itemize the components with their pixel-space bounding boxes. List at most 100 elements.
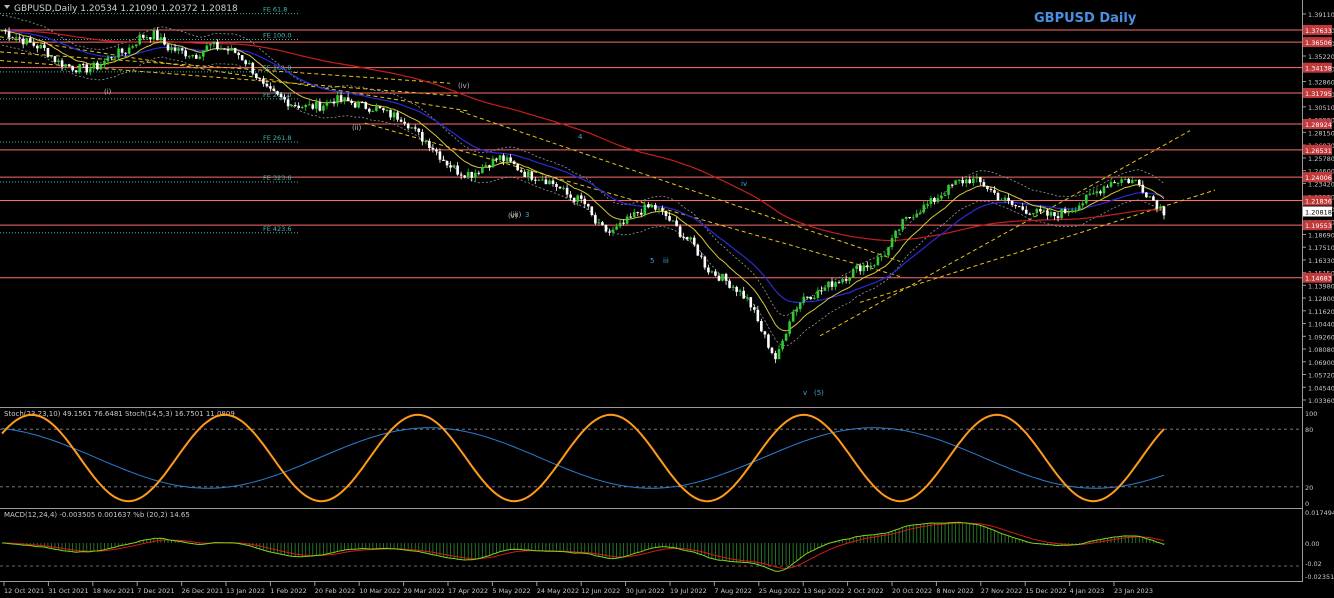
candle-body: [124, 52, 127, 54]
candle-body: [491, 158, 495, 168]
candle-body: [982, 182, 986, 187]
time-tick-label: 12 Oct 2021: [4, 587, 44, 595]
candle-body: [544, 179, 548, 185]
candle-body: [389, 109, 392, 118]
candle-body: [763, 331, 767, 335]
price-tick-label: 1.35220: [1308, 53, 1334, 61]
candle-body: [64, 64, 67, 67]
price-tick-label: 1.28150: [1308, 129, 1334, 137]
candle-body: [57, 60, 60, 62]
channel-line[interactable]: [0, 36, 471, 112]
time-tick-label: 7 Dec 2021: [137, 587, 174, 595]
candle-body: [103, 61, 106, 66]
candle-body: [127, 47, 131, 54]
candle-body: [1095, 191, 1099, 194]
wave-label: 3: [525, 211, 529, 219]
horizontal-levels[interactable]: [0, 29, 1302, 279]
channel-line[interactable]: [364, 122, 901, 277]
candle-body: [904, 217, 908, 219]
candle-body: [735, 286, 738, 292]
candle-body: [625, 216, 629, 224]
candle-body: [979, 177, 982, 183]
chevron-down-icon[interactable]: [4, 5, 10, 9]
price-label-text: 1.24006: [1305, 174, 1332, 182]
candle-body: [120, 48, 124, 53]
candle-body: [413, 127, 417, 129]
candle-body: [364, 102, 368, 109]
candle-body: [576, 195, 580, 202]
candle-body: [209, 44, 212, 46]
candle-body: [1056, 216, 1060, 219]
candle-body: [975, 177, 979, 179]
bollinger-bands: [1, 14, 1165, 347]
price-label-badge: [1303, 172, 1332, 183]
channel-line[interactable]: [859, 189, 1216, 303]
candle-body: [332, 101, 336, 104]
channel-line[interactable]: [819, 130, 1191, 337]
stoch-scale-label: 80: [1305, 426, 1313, 434]
candle-body: [848, 277, 851, 281]
candle-body: [537, 179, 541, 181]
candle-body: [392, 112, 396, 118]
candle-body: [445, 160, 449, 166]
candle-body: [1099, 191, 1102, 194]
candle-body: [1123, 179, 1127, 181]
candle-body: [601, 222, 604, 226]
macd-pane[interactable]: MACD(12,24,4) -0.003505 0.001637 %b (20,…: [0, 509, 1334, 581]
candle-body: [608, 231, 611, 233]
candle-body: [721, 273, 724, 281]
candle-body: [60, 60, 64, 67]
candle-body: [1024, 209, 1028, 214]
candle-body: [639, 212, 643, 215]
channel-line[interactable]: [0, 51, 451, 84]
candle-body: [149, 37, 152, 40]
candle-body: [541, 179, 544, 181]
candle-body: [318, 101, 322, 111]
main-price-pane[interactable]: FE 61.8FE 100.0FE 161.8FE 200.0FE 261.8F…: [0, 6, 1302, 397]
fib-level-label: FE 161.8: [263, 64, 292, 72]
price-label-text: 1.37633: [1305, 27, 1332, 35]
candle-body: [647, 204, 650, 208]
candle-body: [329, 101, 332, 103]
candle-body: [399, 119, 403, 122]
candle-body: [526, 171, 530, 178]
time-tick-label: 1 Feb 2022: [270, 587, 306, 595]
candle-body: [406, 123, 410, 129]
candle-body: [382, 108, 385, 111]
trend-channels[interactable]: [0, 36, 1216, 337]
candle-body: [968, 179, 972, 184]
time-tick-label: 8 Nov 2022: [936, 587, 974, 595]
price-label-text: 1.31795: [1305, 90, 1332, 98]
candle-body: [791, 311, 795, 322]
price-axis[interactable]: 1.391101.376201.364101.352201.340401.328…: [1302, 11, 1334, 405]
candle-body: [993, 189, 996, 193]
candle-body: [950, 184, 954, 186]
stochastic-pane[interactable]: Stoch(23,23,10) 49.1561 76.6481 Stoch(14…: [0, 410, 1317, 508]
candle-body: [986, 186, 989, 190]
candle-body: [431, 147, 435, 150]
candle-body: [276, 91, 279, 95]
price-tick-label: 1.13980: [1308, 282, 1334, 290]
candle-body: [996, 192, 1000, 201]
candle-body: [315, 101, 318, 109]
stoch-signal-line: [1, 427, 1165, 489]
wave-label: 4: [578, 133, 583, 141]
candle-body: [823, 287, 827, 291]
macd-scale-label: -0.023513: [1305, 573, 1334, 581]
fib-expansion-levels[interactable]: FE 61.8FE 100.0FE 161.8FE 200.0FE 261.8F…: [0, 6, 300, 234]
candle-body: [378, 106, 382, 109]
channel-line[interactable]: [459, 110, 901, 262]
candle-body: [961, 179, 964, 184]
time-axis[interactable]: 12 Oct 2021 31 Oct 2021 18 Nov 2021 7 Dec 2…: [3, 582, 1153, 595]
candle-body: [258, 77, 262, 79]
candle-body: [410, 127, 414, 129]
candle-body: [844, 279, 848, 281]
candle-body: [159, 37, 163, 41]
time-tick-label: 5 May 2022: [492, 587, 530, 595]
price-tick-label: 1.10440: [1308, 321, 1334, 329]
candle-body: [346, 97, 350, 101]
candle-body: [841, 279, 844, 283]
candle-body: [233, 47, 237, 53]
